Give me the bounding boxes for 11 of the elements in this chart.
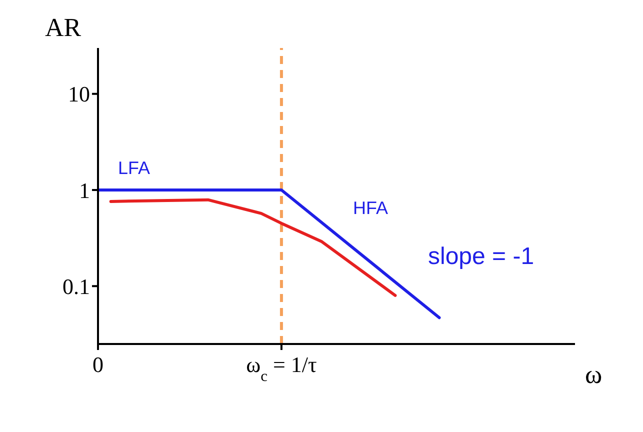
annotation: slope = -1 <box>428 243 534 271</box>
line-series <box>109 198 397 297</box>
y-tick-label: 1 <box>79 178 90 203</box>
y-axis-title: AR <box>44 13 82 42</box>
x-tick-label: ω$_{c}$ = 1/τ <box>246 352 317 384</box>
x-tick-label: 0 <box>92 352 104 377</box>
y-tick-label: 0.1 <box>62 274 90 299</box>
y-tick-label: 10 <box>68 82 90 107</box>
annotation: LFA <box>118 158 150 179</box>
x-axis-title: ω <box>585 360 602 390</box>
annotation: HFA <box>353 198 388 219</box>
